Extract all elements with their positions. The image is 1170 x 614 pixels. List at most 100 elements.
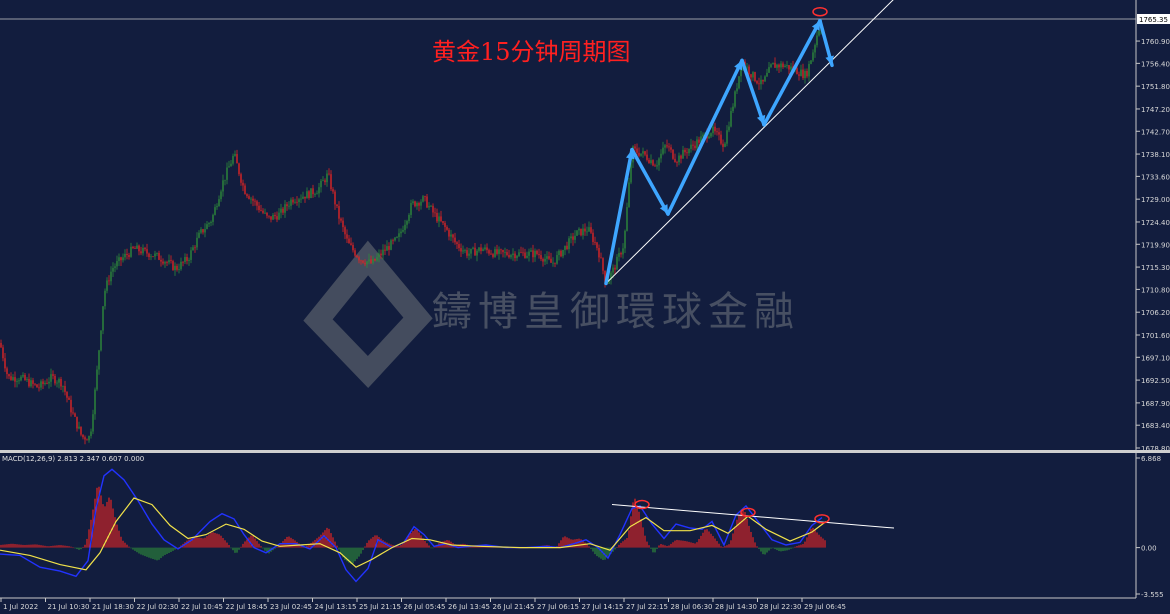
- candle-body: [80, 426, 82, 435]
- macd-histogram-bar: [768, 547, 770, 551]
- candle-body: [66, 391, 68, 398]
- candle-body: [434, 212, 436, 214]
- macd-histogram-bar: [338, 547, 340, 550]
- macd-histogram-bar: [246, 539, 248, 548]
- macd-histogram-bar: [650, 547, 652, 549]
- macd-histogram-bar: [26, 544, 28, 548]
- macd-histogram-bar: [558, 543, 560, 548]
- candle-body: [344, 227, 346, 235]
- candle-body: [284, 204, 286, 213]
- macd-histogram-bar: [370, 538, 372, 548]
- candle-body: [316, 193, 318, 195]
- macd-histogram-bar: [762, 547, 764, 555]
- price-annotations: [604, 0, 894, 286]
- candle-body: [320, 180, 322, 188]
- macd-histogram-bar: [368, 540, 370, 548]
- macd-histogram-bar: [428, 545, 430, 548]
- macd-histogram-bar: [56, 545, 58, 548]
- macd-histogram-bar: [256, 541, 258, 548]
- candle-body: [516, 255, 518, 259]
- macd-histogram-bar: [726, 545, 728, 548]
- macd-histogram-bar: [344, 547, 346, 561]
- macd-histogram-bar: [244, 541, 246, 548]
- candle-body: [470, 248, 472, 254]
- macd-histogram-bar: [324, 530, 326, 548]
- time-tick-label: 22 Jul 18:45: [226, 603, 268, 611]
- macd-histogram-bar: [136, 547, 138, 553]
- macd-histogram-bar: [336, 545, 338, 548]
- candle-body: [146, 249, 148, 254]
- price-tick-label: 1729.00: [1141, 196, 1170, 204]
- candle-body: [582, 228, 584, 236]
- candle-body: [508, 255, 510, 258]
- candle-body: [474, 247, 476, 256]
- candle-body: [528, 251, 530, 256]
- macd-histogram-bar: [334, 541, 336, 548]
- candle-body: [646, 154, 648, 160]
- candle-body: [278, 212, 280, 220]
- candle-body: [6, 368, 8, 375]
- candle-body: [44, 383, 46, 385]
- candle-body: [510, 255, 512, 258]
- macd-histogram-bar: [590, 547, 592, 549]
- candle-body: [796, 68, 798, 75]
- candle-body: [186, 257, 188, 261]
- macd-histogram-bar: [652, 547, 654, 553]
- candle-body: [282, 208, 284, 213]
- macd-histogram-bar: [194, 537, 196, 548]
- candle-body: [78, 426, 80, 429]
- candle-body: [334, 191, 336, 205]
- macd-histogram-bar: [134, 547, 136, 551]
- candle-body: [386, 246, 388, 251]
- candle-body: [82, 434, 84, 438]
- candle-body: [454, 237, 456, 243]
- candle-body: [786, 65, 788, 66]
- candle-body: [718, 132, 720, 135]
- trend-arrow-segment: [630, 147, 670, 216]
- macd-histogram-bar: [34, 544, 36, 548]
- macd-histogram-bar: [638, 511, 640, 548]
- macd-histogram-bar: [678, 540, 680, 548]
- macd-histogram-bar: [698, 539, 700, 548]
- candle-body: [724, 143, 726, 147]
- macd-histogram-bar: [624, 539, 626, 548]
- candle-body: [228, 166, 230, 168]
- macd-histogram-bar: [418, 532, 420, 548]
- candle-body: [350, 243, 352, 245]
- candle-body: [28, 379, 30, 387]
- macd-histogram-bar: [812, 527, 814, 548]
- macd-histogram-bar: [580, 539, 582, 548]
- macd-histogram-bar: [402, 542, 404, 548]
- trend-arrow-head: [659, 204, 668, 215]
- candle-body: [570, 236, 572, 239]
- candle-body: [374, 258, 376, 261]
- candle-body: [118, 257, 120, 262]
- macd-histogram-bar: [738, 514, 740, 548]
- candle-body: [762, 79, 764, 82]
- time-tick-label: 26 Jul 13:45: [448, 603, 490, 611]
- macd-histogram-bar: [328, 528, 330, 548]
- macd-histogram-bar: [258, 543, 260, 548]
- time-tick-label: 28 Jul 06:30: [671, 603, 713, 611]
- macd-histogram-bar: [170, 547, 172, 553]
- macd-histogram-bar: [732, 533, 734, 548]
- candle-body: [192, 247, 194, 251]
- macd-histogram-bar: [592, 547, 594, 552]
- trend-arrow-head: [734, 60, 743, 71]
- macd-histogram-bar: [472, 546, 474, 548]
- macd-peak-marker: [814, 514, 830, 524]
- candle-body: [104, 290, 106, 307]
- macd-histogram-bar: [216, 533, 218, 548]
- macd-histogram-bar: [12, 543, 14, 548]
- candle-body: [212, 214, 214, 222]
- macd-histogram-bar: [28, 544, 30, 548]
- candle-body: [342, 220, 344, 228]
- candle-body: [38, 387, 40, 389]
- macd-histogram-bar: [50, 545, 52, 548]
- candle-body: [220, 191, 222, 200]
- candle-body: [612, 267, 614, 273]
- macd-histogram-bar: [794, 546, 796, 548]
- candle-body: [614, 267, 616, 270]
- macd-histogram-bar: [420, 535, 422, 548]
- candle-body: [746, 66, 748, 68]
